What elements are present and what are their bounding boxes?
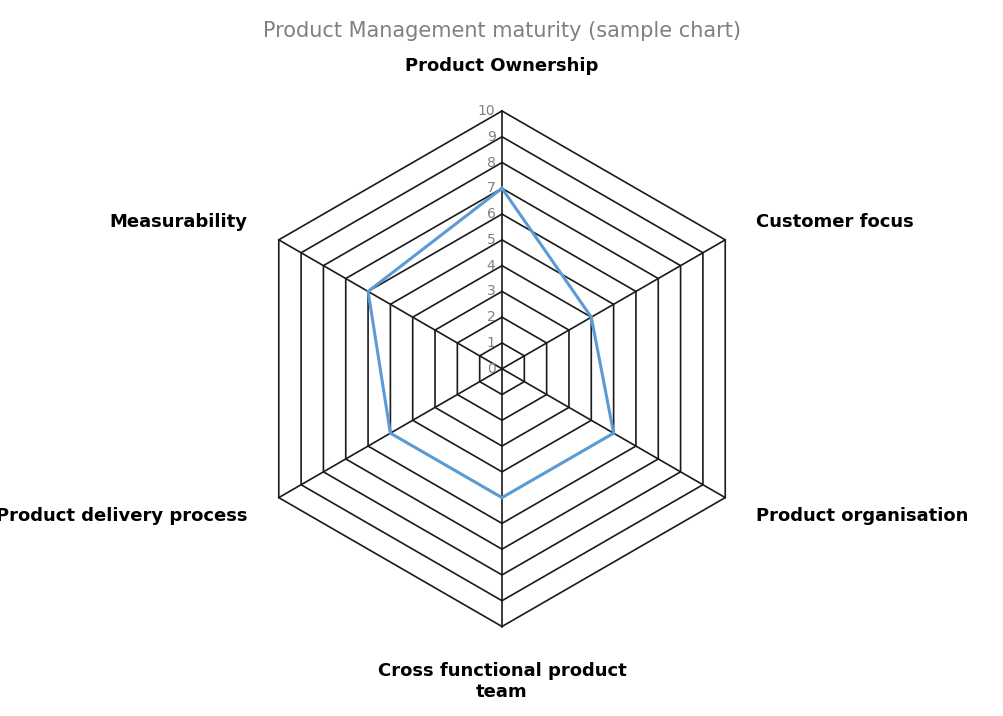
Text: Product organisation: Product organisation bbox=[755, 506, 968, 525]
Text: 10: 10 bbox=[477, 104, 495, 118]
Text: Customer focus: Customer focus bbox=[755, 213, 913, 231]
Text: Cross functional product
team: Cross functional product team bbox=[377, 662, 626, 701]
Text: 7: 7 bbox=[486, 181, 495, 195]
Text: 5: 5 bbox=[486, 233, 495, 247]
Text: 1: 1 bbox=[486, 336, 495, 350]
Text: 9: 9 bbox=[486, 130, 495, 144]
Text: Product Management maturity (sample chart): Product Management maturity (sample char… bbox=[263, 21, 740, 42]
Text: 6: 6 bbox=[486, 207, 495, 221]
Text: Measurability: Measurability bbox=[109, 213, 248, 231]
Text: 2: 2 bbox=[486, 310, 495, 324]
Text: 8: 8 bbox=[486, 155, 495, 170]
Text: Product Ownership: Product Ownership bbox=[405, 57, 598, 75]
Text: 4: 4 bbox=[486, 258, 495, 273]
Text: Product delivery process: Product delivery process bbox=[0, 506, 248, 525]
Text: 0: 0 bbox=[486, 362, 495, 376]
Text: 3: 3 bbox=[486, 284, 495, 299]
